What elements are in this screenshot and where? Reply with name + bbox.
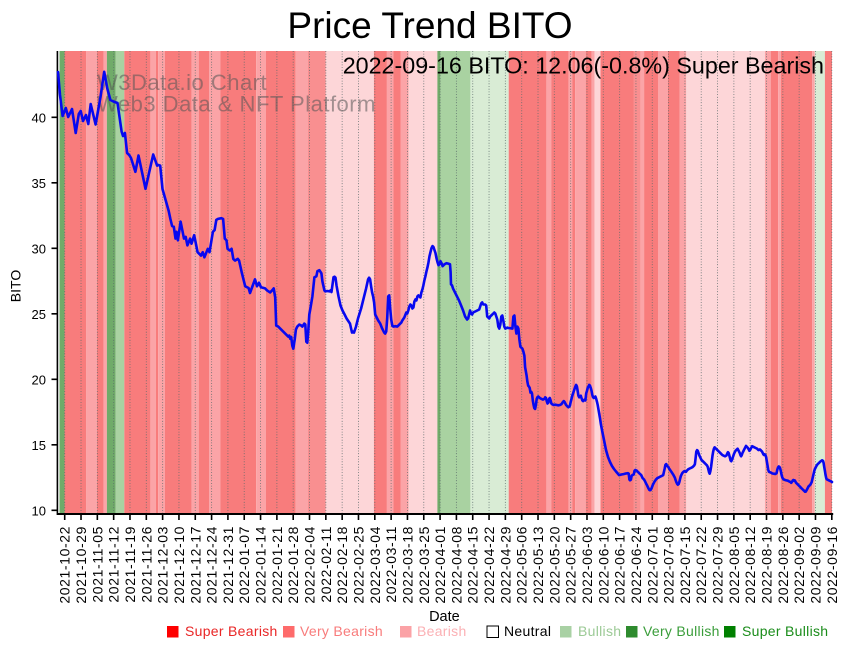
svg-text:Neutral: Neutral — [504, 623, 551, 639]
svg-text:BITO: BITO — [8, 270, 24, 303]
svg-text:2022-08-12: 2022-08-12 — [742, 526, 758, 604]
svg-text:2022-09-02: 2022-09-02 — [791, 526, 807, 604]
svg-text:2022-03-04: 2022-03-04 — [367, 526, 383, 604]
svg-text:2021-12-03: 2021-12-03 — [155, 526, 171, 604]
svg-text:2022-05-27: 2022-05-27 — [563, 526, 579, 604]
svg-text:2022-04-22: 2022-04-22 — [481, 526, 497, 604]
svg-text:25: 25 — [32, 307, 46, 322]
svg-text:2022-03-18: 2022-03-18 — [399, 526, 415, 604]
svg-text:2022-02-04: 2022-02-04 — [302, 526, 318, 604]
svg-text:2022-04-08: 2022-04-08 — [448, 526, 464, 604]
svg-text:2022-09-16: 2022-09-16 — [824, 526, 840, 604]
svg-text:2021-11-19: 2021-11-19 — [122, 526, 138, 603]
svg-text:2022-07-29: 2022-07-29 — [710, 526, 726, 604]
svg-text:2022-03-25: 2022-03-25 — [416, 526, 432, 604]
svg-text:Bullish: Bullish — [578, 623, 621, 639]
svg-text:Very Bearish: Very Bearish — [300, 623, 383, 639]
svg-text:2022-09-16 BITO: 12.06(-0.8%): 2022-09-16 BITO: 12.06(-0.8%) Super Bear… — [343, 53, 824, 79]
svg-text:2022-07-01: 2022-07-01 — [644, 526, 660, 604]
svg-text:Date: Date — [429, 609, 460, 625]
svg-text:2022-04-15: 2022-04-15 — [465, 526, 481, 604]
svg-text:30: 30 — [32, 241, 46, 256]
svg-text:Price Trend BITO: Price Trend BITO — [287, 5, 572, 46]
svg-text:Bearish: Bearish — [417, 623, 467, 639]
svg-text:2022-06-10: 2022-06-10 — [595, 526, 611, 604]
svg-text:2021-11-05: 2021-11-05 — [89, 526, 105, 603]
svg-text:W3Data.io Chart: W3Data.io Chart — [97, 70, 267, 95]
svg-text:40: 40 — [32, 110, 46, 125]
svg-text:2022-01-28: 2022-01-28 — [285, 526, 301, 604]
svg-text:2022-09-09: 2022-09-09 — [807, 526, 823, 604]
svg-text:2022-01-21: 2022-01-21 — [269, 526, 285, 604]
svg-text:2022-07-08: 2022-07-08 — [661, 526, 677, 604]
svg-text:2022-07-22: 2022-07-22 — [693, 526, 709, 604]
svg-text:15: 15 — [32, 438, 46, 453]
svg-text:2022-05-06: 2022-05-06 — [514, 526, 530, 604]
svg-text:2022-04-01: 2022-04-01 — [432, 526, 448, 604]
svg-text:2021-12-17: 2021-12-17 — [187, 526, 203, 604]
svg-text:35: 35 — [32, 176, 46, 191]
svg-text:20: 20 — [32, 372, 46, 387]
svg-text:2022-02-18: 2022-02-18 — [334, 526, 350, 604]
svg-text:2022-02-11: 2022-02-11 — [318, 526, 334, 603]
svg-text:Super Bullish: Super Bullish — [742, 623, 828, 639]
svg-text:2021-12-31: 2021-12-31 — [220, 526, 236, 604]
svg-text:2022-01-14: 2022-01-14 — [253, 526, 269, 604]
svg-text:2021-12-10: 2021-12-10 — [171, 526, 187, 604]
svg-text:2022-08-26: 2022-08-26 — [775, 526, 791, 604]
svg-text:2022-08-05: 2022-08-05 — [726, 526, 742, 604]
svg-text:2022-04-29: 2022-04-29 — [497, 526, 513, 604]
svg-text:2022-06-24: 2022-06-24 — [628, 526, 644, 604]
svg-text:2021-11-12: 2021-11-12 — [106, 526, 122, 603]
svg-text:Web3 Data & NFT Platform: Web3 Data & NFT Platform — [97, 92, 376, 117]
svg-text:2022-01-07: 2022-01-07 — [236, 526, 252, 604]
svg-text:2021-10-22: 2021-10-22 — [57, 526, 73, 604]
svg-text:2021-10-29: 2021-10-29 — [73, 526, 89, 604]
svg-text:2022-07-15: 2022-07-15 — [677, 526, 693, 604]
svg-text:2022-05-13: 2022-05-13 — [530, 526, 546, 604]
svg-text:Super Bearish: Super Bearish — [185, 623, 278, 639]
svg-text:2021-11-26: 2021-11-26 — [138, 526, 154, 603]
svg-text:2022-02-25: 2022-02-25 — [350, 526, 366, 604]
svg-text:10: 10 — [32, 503, 46, 518]
svg-text:Very Bullish: Very Bullish — [643, 623, 720, 639]
svg-text:2022-05-20: 2022-05-20 — [546, 526, 562, 604]
svg-text:2022-03-11: 2022-03-11 — [383, 526, 399, 603]
svg-text:2022-06-17: 2022-06-17 — [612, 526, 628, 604]
svg-text:2022-08-19: 2022-08-19 — [759, 526, 775, 604]
svg-text:2022-06-03: 2022-06-03 — [579, 526, 595, 604]
svg-text:2021-12-24: 2021-12-24 — [204, 526, 220, 604]
